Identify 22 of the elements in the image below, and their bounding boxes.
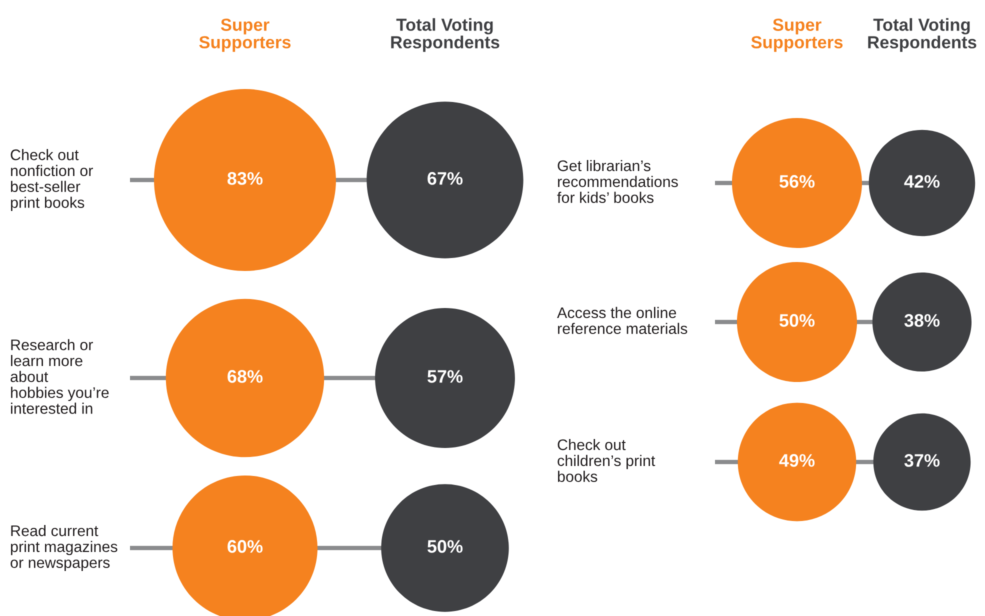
data-label: 60%: [228, 540, 263, 553]
data-label: 50%: [427, 540, 463, 553]
data-label: 56%: [779, 175, 815, 188]
category-label: Read current print magazines or newspapers: [10, 524, 118, 572]
data-label: 37%: [904, 454, 940, 467]
data-label: 49%: [779, 454, 815, 467]
data-label: 83%: [228, 172, 263, 185]
category-label: Check out nonfiction or best-seller print books: [10, 149, 93, 211]
category-label: Get librarian’s recommendations for kids’ books: [557, 160, 678, 204]
category-label: Access the online reference materials: [557, 306, 688, 334]
data-label: 57%: [427, 370, 463, 383]
category-label: Check out children’s print books: [558, 438, 656, 482]
category-label: Research or learn more about hobbies you’re interested in: [10, 339, 109, 414]
text: Total Voting Respondents: [391, 18, 500, 52]
text: Super Supporters: [751, 18, 843, 52]
data-label: 50%: [779, 314, 815, 327]
text: Super Supporters: [199, 18, 291, 52]
data-label: 67%: [428, 172, 463, 185]
text: Total Voting Respondents: [868, 18, 976, 52]
data-label: 38%: [904, 314, 940, 327]
data-label: 42%: [904, 175, 940, 188]
data-label: 68%: [228, 370, 263, 383]
